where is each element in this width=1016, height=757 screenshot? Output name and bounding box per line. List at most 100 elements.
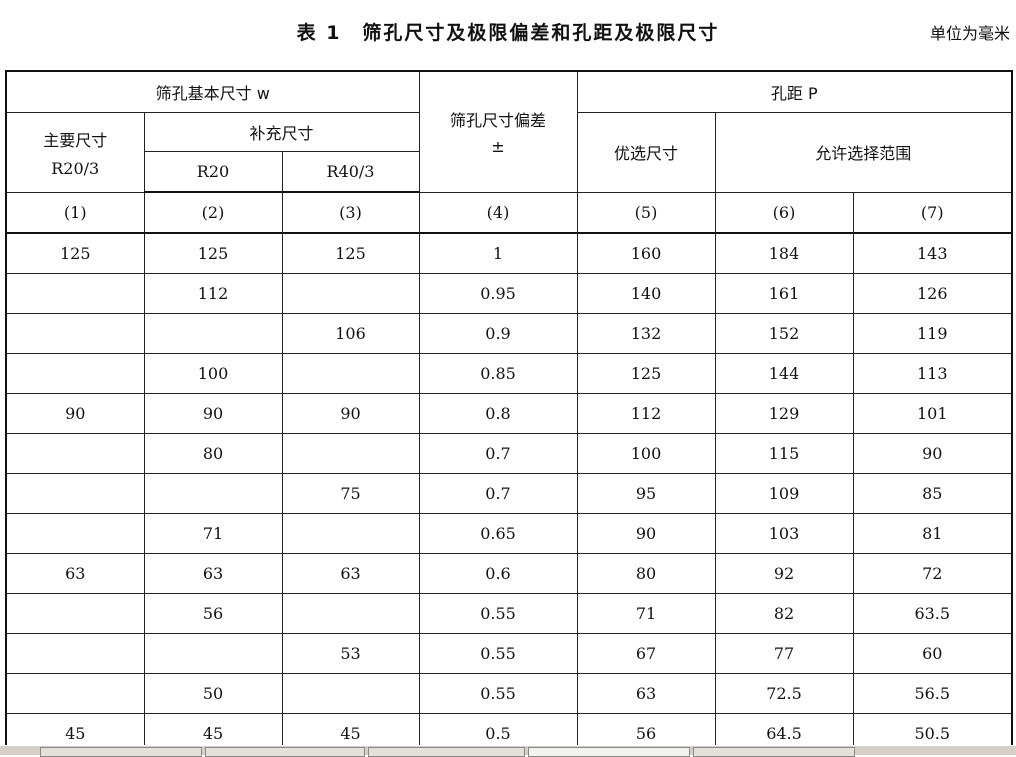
table-cell: 140 xyxy=(576,273,716,314)
table-cell: 80 xyxy=(576,553,716,594)
unit-label: 单位为毫米 xyxy=(929,24,1010,43)
table-row: 56 0.55 71 82 63.5 xyxy=(5,593,1013,634)
table-cell: 184 xyxy=(714,232,854,274)
header-preferred: 优选尺寸 xyxy=(576,112,716,193)
column-number: (2) xyxy=(143,191,283,234)
table-cell: 81 xyxy=(852,513,1013,554)
table-row: 112 0.95 140 161 126 xyxy=(5,273,1013,314)
table-cell xyxy=(281,353,420,394)
table-cell xyxy=(5,673,145,714)
table-cell xyxy=(143,313,283,354)
table-cell: 143 xyxy=(852,232,1013,274)
taskbar-button-active[interactable] xyxy=(528,747,690,757)
table-title: 表 1 筛孔尺寸及极限偏差和孔距及极限尺寸 xyxy=(296,22,720,44)
taskbar-button[interactable] xyxy=(205,747,365,757)
table-cell: 85 xyxy=(852,473,1013,514)
table-cell: 119 xyxy=(852,313,1013,354)
table-cell: 75 xyxy=(281,473,420,514)
table-cell: 63 xyxy=(143,553,283,594)
table-cell xyxy=(5,353,145,394)
table-cell: 101 xyxy=(852,393,1013,434)
table-cell: 152 xyxy=(714,313,854,354)
taskbar-button[interactable] xyxy=(40,747,202,757)
header-main-size-label: 主要尺寸 xyxy=(43,130,108,150)
table-cell xyxy=(5,513,145,554)
column-number: (1) xyxy=(5,191,145,234)
table-cell xyxy=(5,433,145,474)
table-cell xyxy=(281,593,420,634)
table-cell: 115 xyxy=(714,433,854,474)
table-row: 125 125 125 1 160 184 143 xyxy=(5,232,1013,274)
table-cell: 100 xyxy=(143,353,283,394)
table-cell: 0.65 xyxy=(418,513,578,554)
table-cell: 161 xyxy=(714,273,854,314)
table-cell: 112 xyxy=(576,393,716,434)
table-cell: 0.55 xyxy=(418,673,578,714)
table-cell: 90 xyxy=(852,433,1013,474)
table-cell: 129 xyxy=(714,393,854,434)
table-row: 100 0.85 125 144 113 xyxy=(5,353,1013,394)
table-cell: 112 xyxy=(143,273,283,314)
table-cell: 72.5 xyxy=(714,673,854,714)
table-cell xyxy=(281,433,420,474)
table-cell: 103 xyxy=(714,513,854,554)
table-cell: 109 xyxy=(714,473,854,514)
table-cell: 90 xyxy=(143,393,283,434)
column-number: (7) xyxy=(852,191,1013,234)
header-deviation: 筛孔尺寸偏差 ± xyxy=(418,70,578,193)
header-supplementary: 补充尺寸 xyxy=(143,112,420,152)
header-allowed-range: 允许选择范围 xyxy=(714,112,1013,193)
table-row: 106 0.9 132 152 119 xyxy=(5,313,1013,354)
table-cell: 50 xyxy=(143,673,283,714)
table-cell: 0.6 xyxy=(418,553,578,594)
header-main-size: 主要尺寸 R20/3 xyxy=(5,112,145,193)
table-cell xyxy=(143,473,283,514)
table-cell: 53 xyxy=(281,633,420,674)
table-cell: 0.85 xyxy=(418,353,578,394)
table-cell: 125 xyxy=(5,232,145,274)
table-cell: 126 xyxy=(852,273,1013,314)
table-cell: 1 xyxy=(418,232,578,274)
table-cell xyxy=(5,633,145,674)
table-cell xyxy=(5,273,145,314)
table-cell: 0.95 xyxy=(418,273,578,314)
header-deviation-sign: ± xyxy=(491,137,505,157)
table-cell: 77 xyxy=(714,633,854,674)
table-cell: 132 xyxy=(576,313,716,354)
table-cell: 113 xyxy=(852,353,1013,394)
table-row: 63 63 63 0.6 80 92 72 xyxy=(5,553,1013,594)
table-cell: 0.55 xyxy=(418,633,578,674)
table-cell: 90 xyxy=(281,393,420,434)
table-row: 53 0.55 67 77 60 xyxy=(5,633,1013,674)
table-row: 75 0.7 95 109 85 xyxy=(5,473,1013,514)
table-row: 50 0.55 63 72.5 56.5 xyxy=(5,673,1013,714)
table-cell: 95 xyxy=(576,473,716,514)
header-r20: R20 xyxy=(143,151,283,193)
table-cell: 125 xyxy=(143,232,283,274)
taskbar-button[interactable] xyxy=(368,747,525,757)
header-main-series: R20/3 xyxy=(51,158,100,178)
table-row: 90 90 90 0.8 112 129 101 xyxy=(5,393,1013,434)
table-cell xyxy=(281,673,420,714)
table-cell: 63 xyxy=(576,673,716,714)
table-cell: 60 xyxy=(852,633,1013,674)
table-cell: 63.5 xyxy=(852,593,1013,634)
table-row: 80 0.7 100 115 90 xyxy=(5,433,1013,474)
table-cell: 63 xyxy=(281,553,420,594)
table-cell: 144 xyxy=(714,353,854,394)
table-cell: 90 xyxy=(576,513,716,554)
table-cell xyxy=(281,273,420,314)
table-cell xyxy=(143,633,283,674)
table-cell: 0.9 xyxy=(418,313,578,354)
taskbar-button[interactable] xyxy=(693,747,855,757)
column-number: (6) xyxy=(714,191,854,234)
table-cell: 106 xyxy=(281,313,420,354)
column-number: (5) xyxy=(576,191,716,234)
header-pitch: 孔距 P xyxy=(576,70,1013,113)
table-cell: 72 xyxy=(852,553,1013,594)
table-cell: 100 xyxy=(576,433,716,474)
table-cell: 71 xyxy=(576,593,716,634)
table-row: 71 0.65 90 103 81 xyxy=(5,513,1013,554)
header-basic-size: 筛孔基本尺寸 w xyxy=(5,70,420,113)
table-cell: 90 xyxy=(5,393,145,434)
